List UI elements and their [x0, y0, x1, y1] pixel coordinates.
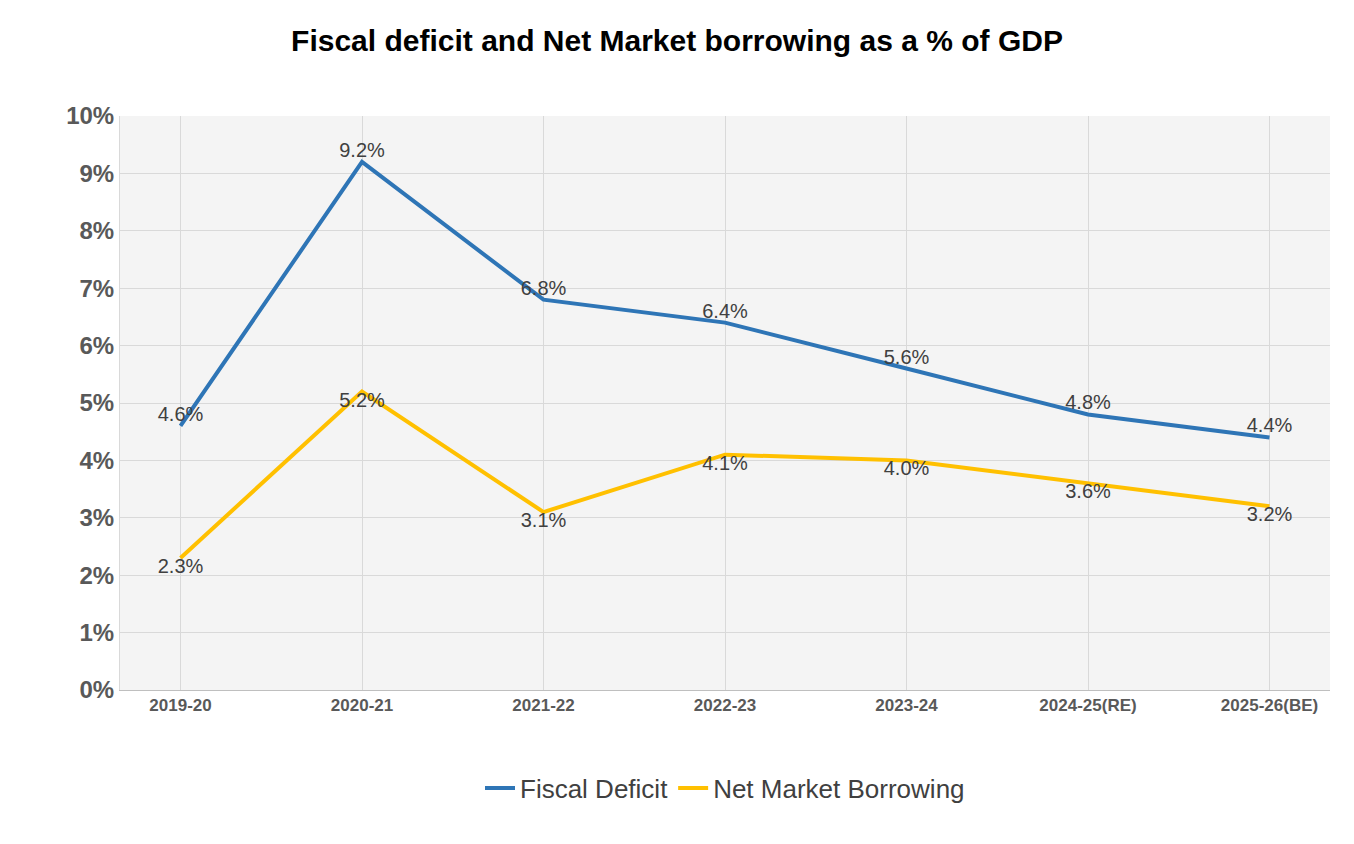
svg-text:6.4%: 6.4%	[702, 300, 748, 322]
svg-text:Fiscal deficit and Net Market: Fiscal deficit and Net Market borrowing …	[291, 24, 1063, 57]
svg-text:4.8%: 4.8%	[1065, 391, 1111, 413]
svg-text:2.3%: 2.3%	[158, 555, 204, 577]
svg-text:5.2%: 5.2%	[339, 389, 385, 411]
svg-text:8%: 8%	[80, 217, 115, 244]
svg-text:Fiscal Deficit: Fiscal Deficit	[520, 774, 668, 804]
svg-text:3.6%: 3.6%	[1065, 480, 1111, 502]
svg-text:6.8%: 6.8%	[521, 277, 567, 299]
svg-text:6%: 6%	[80, 332, 115, 359]
svg-text:2022-23: 2022-23	[694, 696, 756, 715]
svg-text:2021-22: 2021-22	[512, 696, 574, 715]
svg-text:4.0%: 4.0%	[884, 457, 930, 479]
svg-text:3%: 3%	[80, 504, 115, 531]
svg-text:1%: 1%	[80, 619, 115, 646]
svg-text:4.6%: 4.6%	[158, 403, 204, 425]
svg-text:2024-25(RE): 2024-25(RE)	[1039, 696, 1136, 715]
svg-text:3.1%: 3.1%	[521, 509, 567, 531]
svg-text:2023-24: 2023-24	[875, 696, 938, 715]
svg-text:2%: 2%	[80, 562, 115, 589]
svg-text:4.1%: 4.1%	[702, 452, 748, 474]
svg-text:7%: 7%	[80, 275, 115, 302]
svg-text:9%: 9%	[80, 160, 115, 187]
svg-text:2020-21: 2020-21	[331, 696, 393, 715]
svg-text:0%: 0%	[80, 676, 115, 703]
svg-text:10%: 10%	[66, 102, 114, 129]
svg-text:4%: 4%	[80, 447, 115, 474]
svg-text:Net Market Borrowing: Net Market Borrowing	[713, 774, 964, 804]
svg-text:3.2%: 3.2%	[1247, 503, 1293, 525]
svg-text:4.4%: 4.4%	[1247, 414, 1293, 436]
svg-text:5.6%: 5.6%	[884, 346, 930, 368]
svg-text:5%: 5%	[80, 389, 115, 416]
svg-text:2025-26(BE): 2025-26(BE)	[1221, 696, 1318, 715]
svg-text:9.2%: 9.2%	[339, 139, 385, 161]
svg-text:2019-20: 2019-20	[149, 696, 211, 715]
